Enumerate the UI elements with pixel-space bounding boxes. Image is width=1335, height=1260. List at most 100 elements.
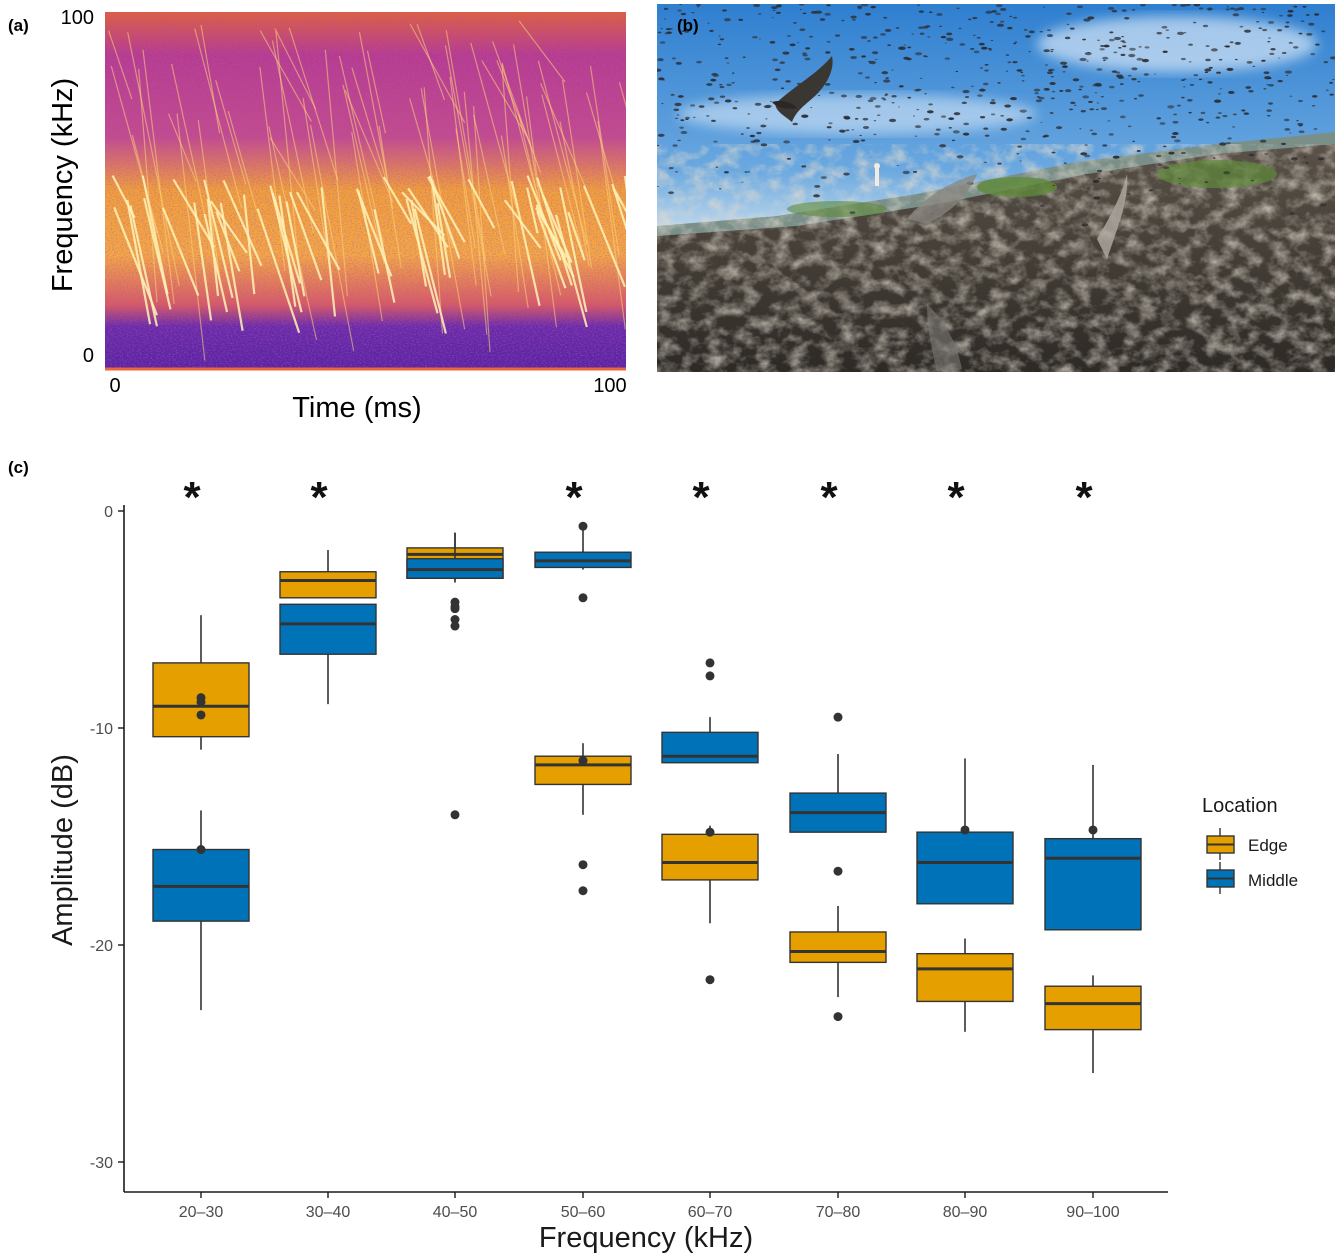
bat-dot: [875, 58, 878, 60]
outlier-point: [705, 975, 715, 985]
bat-dot: [1070, 101, 1076, 105]
bat-dot: [1014, 41, 1018, 43]
bat-dot: [1055, 126, 1063, 130]
bat-dot: [741, 181, 744, 183]
bat-dot: [668, 191, 675, 195]
bat-dot: [856, 5, 863, 9]
bat-dot: [1071, 207, 1074, 209]
box-middle-4: [661, 658, 759, 764]
bat-dot: [1232, 13, 1240, 17]
bat-photo-svg: [657, 4, 1335, 372]
bat-dot: [838, 129, 846, 133]
bat-dot: [1009, 15, 1013, 18]
x-tick-label: 40–50: [433, 1204, 478, 1221]
bat-dot: [827, 139, 831, 141]
bat-dot: [793, 22, 797, 24]
spectrogram-streak: [309, 124, 355, 351]
bat-dot: [896, 165, 899, 166]
significance-star: *: [310, 473, 328, 522]
bat-dot: [1289, 212, 1295, 215]
bat-dot: [981, 46, 988, 50]
bat-dot: [934, 132, 940, 136]
spectrogram-streak: [536, 210, 567, 289]
bat-dot: [1298, 124, 1303, 127]
photo-cloud: [677, 94, 1037, 134]
bat-dot: [1025, 130, 1030, 133]
bat-dot: [919, 32, 925, 35]
spectrogram-streak: [342, 84, 385, 264]
bat-dot: [758, 13, 762, 15]
bat-dot: [1311, 104, 1316, 107]
bat-dot: [1095, 108, 1099, 111]
bat-dot: [1034, 92, 1039, 95]
bat-dot: [1225, 142, 1231, 145]
bat-dot: [1183, 78, 1187, 80]
bat-dot: [988, 49, 993, 51]
y-tick-label: -20: [90, 938, 113, 955]
bat-dot: [883, 16, 888, 19]
bat-dot: [1120, 53, 1126, 57]
bat-dot: [1205, 45, 1210, 47]
bat-dot: [1193, 74, 1199, 77]
bat-dot: [681, 30, 685, 32]
bat-dot: [1289, 132, 1292, 134]
bat-dot: [771, 6, 778, 10]
bat-dot: [916, 108, 920, 111]
box-middle-7: [1044, 764, 1142, 931]
bat-dot: [772, 9, 776, 12]
bat-dot: [1206, 121, 1210, 124]
bat-dot: [1285, 21, 1290, 24]
bat-dot: [1163, 145, 1167, 148]
bat-dot: [1182, 86, 1186, 88]
bat-dot: [1278, 57, 1281, 59]
bat-dot: [1138, 46, 1142, 48]
bat-dot: [810, 107, 813, 109]
bat-dot: [810, 10, 818, 14]
bat-dot: [1168, 151, 1175, 155]
bat-dot: [895, 27, 900, 29]
bat-dot: [1300, 20, 1305, 22]
bat-dot: [1113, 36, 1122, 41]
bat-dot: [695, 4, 701, 7]
bat-dot: [681, 20, 685, 22]
bat-dot: [1332, 79, 1335, 81]
bat-dot: [1144, 46, 1150, 49]
bat-dot: [1270, 47, 1276, 51]
bat-dot: [1185, 4, 1191, 7]
spectrogram-streak: [203, 179, 234, 299]
bat-dot: [1050, 50, 1054, 53]
spectrogram-streak: [641, 31, 650, 262]
bat-dot: [805, 47, 811, 50]
bat-dot: [775, 4, 782, 8]
x-tick-label: 90–100: [1066, 1204, 1119, 1221]
bat-dot: [1042, 135, 1047, 138]
bat-dot: [679, 4, 682, 6]
bat-dot: [1261, 11, 1265, 14]
bat-dot: [808, 35, 814, 38]
legend-title: Location: [1202, 795, 1278, 817]
bat-dot: [1132, 140, 1135, 142]
bat-dot: [783, 140, 791, 144]
bat-dot: [696, 6, 700, 8]
bat-dot: [817, 95, 821, 97]
bat-dot: [918, 26, 924, 30]
bat-dot: [880, 33, 886, 36]
bat-dot: [983, 127, 989, 130]
bat-dot: [1290, 157, 1298, 161]
bat-dot: [708, 97, 715, 101]
panel-c-boxplot: (c) 0 -10 -20 -30 20–30 30–40 40–50 50–60 60–70…: [0, 450, 1335, 1255]
bat-dot: [1127, 74, 1132, 77]
bat-dot: [747, 113, 751, 115]
bat-dot: [1248, 90, 1254, 93]
spectrogram-streak: [612, 188, 626, 213]
bat-dot: [802, 54, 808, 57]
bat-dot: [1308, 22, 1315, 26]
bat-dot: [657, 58, 664, 62]
bat-dot: [865, 12, 871, 16]
legend-label-edge: Edge: [1248, 836, 1288, 855]
bat-dot: [1062, 71, 1066, 73]
bat-dot: [898, 46, 906, 50]
bat-dot: [1107, 120, 1111, 122]
bat-dot: [1206, 7, 1214, 11]
bat-dot: [1143, 73, 1149, 76]
